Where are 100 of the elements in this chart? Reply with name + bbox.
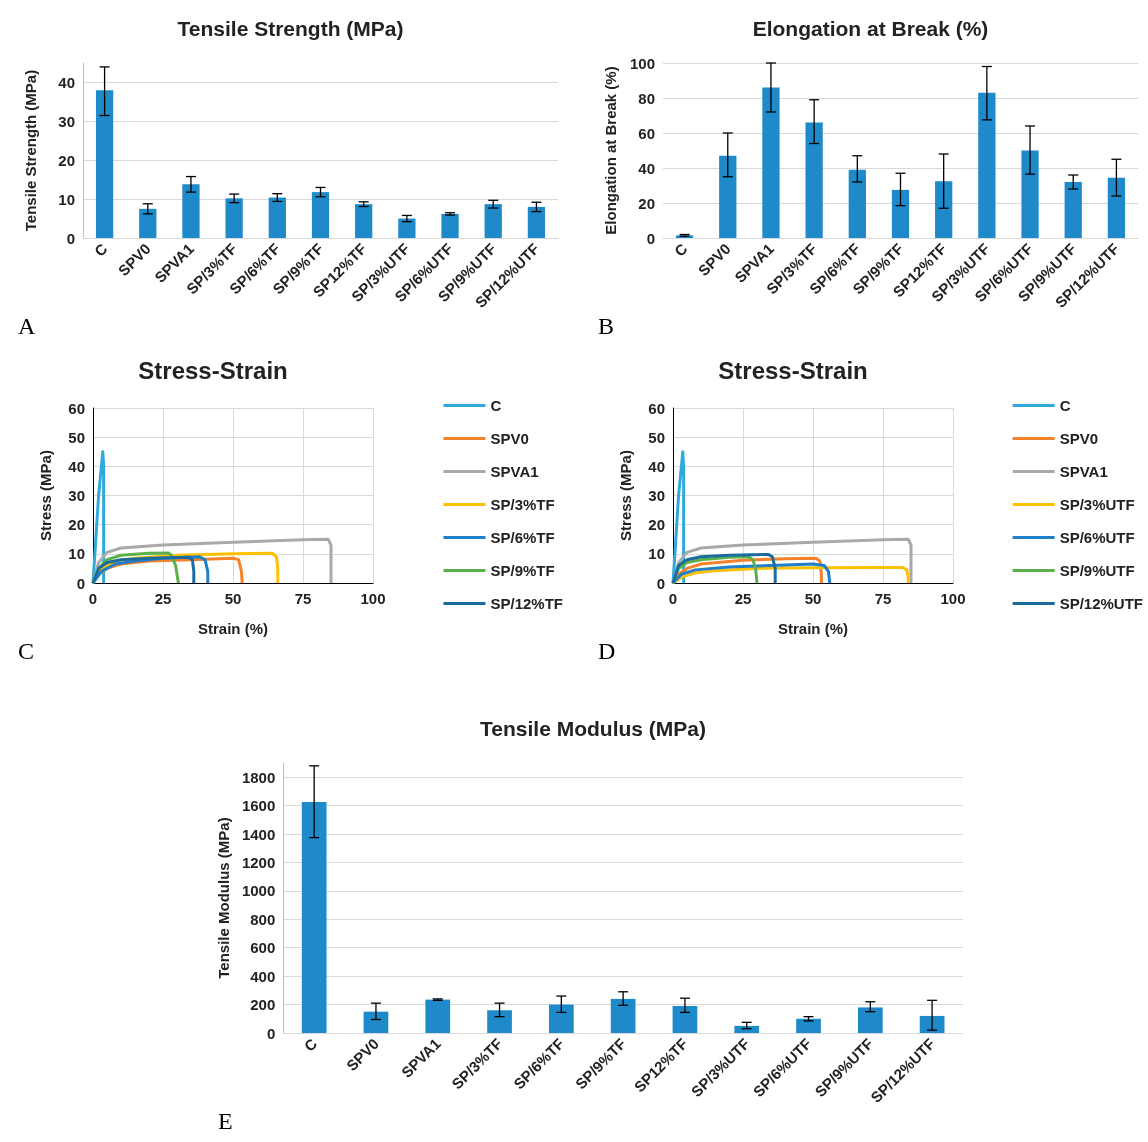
- y-tick-label: 600: [250, 939, 276, 957]
- x-tick-label: C: [300, 1034, 321, 1055]
- legend-label: SPV0: [490, 430, 529, 447]
- y-tick-label: 20: [58, 151, 75, 169]
- y-tick-label: 800: [250, 910, 276, 928]
- bar: [139, 208, 157, 238]
- y-tick-label: 1000: [241, 882, 276, 900]
- y-tick-label: 60: [648, 399, 665, 417]
- y-tick-label: 60: [638, 124, 655, 142]
- legend-label: C: [1059, 397, 1071, 414]
- line-series: [671, 537, 913, 585]
- chart-title: Stress-Strain: [138, 356, 288, 384]
- bar: [857, 1007, 883, 1033]
- bar: [301, 802, 327, 1033]
- legend-label: SP/3%UTF: [1059, 496, 1135, 513]
- legend-label: C: [490, 397, 502, 414]
- x-axis-title: Strain (%): [197, 620, 269, 637]
- bar: [311, 192, 330, 238]
- text: B: [598, 313, 615, 339]
- y-tick-label: 1600: [241, 797, 276, 815]
- bar: [848, 169, 866, 238]
- bar: [182, 184, 200, 238]
- bar: [398, 218, 416, 238]
- bar: [734, 1025, 760, 1033]
- x-tick-label: 0: [88, 590, 98, 607]
- line-series: [671, 562, 832, 585]
- bar: [805, 122, 823, 238]
- legend-label: SP/6%TF: [490, 529, 555, 546]
- bar: [610, 998, 636, 1033]
- bar: [672, 1006, 698, 1033]
- y-tick-label: 40: [638, 159, 655, 177]
- text: D: [598, 638, 616, 664]
- legend-label: SP/12%TF: [490, 595, 564, 612]
- y-tick-label: 0: [76, 574, 85, 592]
- text: C: [18, 638, 35, 664]
- y-tick-label: 50: [648, 428, 665, 446]
- y-tick-label: 20: [648, 516, 665, 534]
- y-tick-label: 30: [58, 112, 75, 130]
- bar: [487, 1010, 512, 1033]
- bar: [268, 197, 286, 238]
- bar: [355, 204, 373, 238]
- line-series: [91, 450, 106, 585]
- bar: [95, 90, 114, 238]
- bar: [978, 92, 996, 238]
- y-tick-label: 200: [250, 996, 276, 1014]
- bar: [762, 87, 780, 238]
- y-tick-label: 400: [250, 967, 276, 985]
- y-tick-label: 80: [638, 89, 655, 107]
- y-tick-label: 30: [648, 487, 665, 504]
- x-tick-label: 50: [804, 590, 822, 607]
- x-tick-label: 50: [224, 590, 242, 607]
- bar: [919, 1015, 945, 1033]
- y-tick-label: 50: [68, 428, 85, 446]
- bar: [796, 1018, 821, 1033]
- bar: [441, 213, 459, 238]
- bar: [363, 1011, 389, 1033]
- y-tick-label: 1400: [241, 825, 276, 843]
- y-axis-title: Elongation at Break (%): [602, 66, 619, 235]
- bar: [425, 999, 451, 1033]
- bar: [484, 204, 502, 238]
- x-tick-label: 75: [294, 590, 312, 607]
- bar: [891, 189, 910, 238]
- y-tick-label: 1200: [241, 853, 276, 871]
- x-tick-label: 75: [874, 590, 892, 607]
- y-tick-label: 10: [58, 190, 75, 208]
- bar: [527, 206, 546, 238]
- chart-title: Elongation at Break (%): [752, 17, 989, 40]
- y-axis-title: Stress (MPa): [37, 450, 54, 541]
- bar: [1021, 150, 1039, 238]
- text: E: [218, 1108, 233, 1134]
- text: A: [18, 313, 36, 339]
- legend-label: SP/6%UTF: [1059, 529, 1135, 546]
- x-tick-label: 100: [360, 590, 386, 607]
- legend-label: SP/9%UTF: [1059, 562, 1135, 579]
- line-series: [91, 537, 333, 585]
- x-tick-label: 25: [734, 590, 752, 607]
- x-tick-label: C: [670, 239, 691, 260]
- line-series: [671, 552, 777, 585]
- legend-label: SP/9%TF: [490, 562, 555, 579]
- y-tick-label: 20: [638, 194, 655, 212]
- y-tick-label: 10: [68, 545, 85, 563]
- y-tick-label: 30: [68, 487, 85, 504]
- x-tick-label: C: [90, 239, 111, 260]
- legend-label: SPVA1: [490, 463, 539, 480]
- legend-label: SPVA1: [1059, 463, 1108, 480]
- chart-title: Tensile Modulus (MPa): [480, 717, 706, 740]
- y-tick-label: 20: [68, 516, 85, 534]
- legend-label: SP/3%TF: [490, 496, 555, 513]
- y-tick-label: 10: [648, 545, 665, 563]
- bar: [719, 155, 737, 238]
- y-axis-title: Tensile Modulus (MPa): [215, 817, 232, 979]
- x-tick-label: 25: [154, 590, 172, 607]
- chart-title: Stress-Strain: [718, 356, 868, 384]
- y-axis-title: Stress (MPa): [617, 450, 634, 541]
- x-tick-label: 100: [940, 590, 966, 607]
- y-tick-label: 40: [648, 457, 665, 475]
- y-tick-label: 40: [68, 457, 85, 475]
- line-series: [671, 566, 910, 585]
- y-tick-label: 60: [68, 399, 85, 417]
- bar: [225, 198, 243, 238]
